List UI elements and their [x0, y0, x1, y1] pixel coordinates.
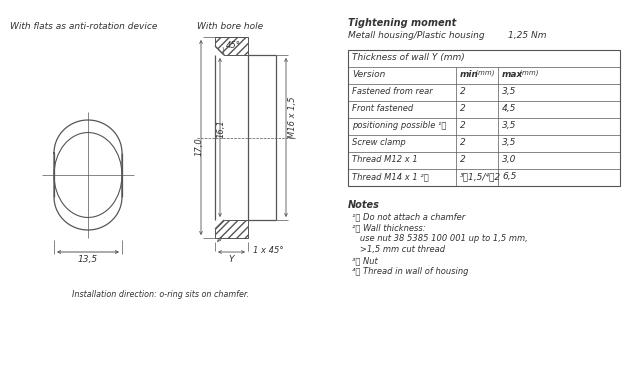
- Text: Thread M14 x 1 ²⧩: Thread M14 x 1 ²⧩: [352, 172, 429, 181]
- Text: 2: 2: [460, 87, 466, 96]
- Text: 2: 2: [460, 155, 466, 164]
- Text: 17,0: 17,0: [194, 138, 204, 156]
- Text: ²⧩ Wall thickness:: ²⧩ Wall thickness:: [352, 223, 426, 232]
- Text: ⁴⧩ Thread in wall of housing: ⁴⧩ Thread in wall of housing: [352, 267, 469, 276]
- Text: With flats as anti-rotation device: With flats as anti-rotation device: [10, 22, 158, 31]
- Text: ³⧩1,5/⁴⧩2: ³⧩1,5/⁴⧩2: [460, 172, 501, 181]
- Text: min: min: [460, 70, 479, 79]
- Text: M16 x 1,5: M16 x 1,5: [288, 96, 296, 138]
- Text: With bore hole: With bore hole: [197, 22, 263, 31]
- Text: 2: 2: [460, 104, 466, 113]
- Text: Installation direction: o-ring sits on chamfer.: Installation direction: o-ring sits on c…: [71, 290, 249, 299]
- Text: 16,1: 16,1: [216, 119, 226, 138]
- Text: 3,5: 3,5: [502, 87, 516, 96]
- Text: max: max: [502, 70, 523, 79]
- Text: 4,5: 4,5: [502, 104, 516, 113]
- Text: 1 x 45°: 1 x 45°: [253, 246, 284, 255]
- Bar: [348, 50, 620, 186]
- Text: Notes: Notes: [348, 200, 380, 210]
- Text: ³⧩ Nut: ³⧩ Nut: [352, 256, 377, 265]
- Text: Version: Version: [352, 70, 386, 79]
- Text: Thread M12 x 1: Thread M12 x 1: [352, 155, 418, 164]
- Text: Y: Y: [229, 255, 234, 264]
- Text: 2: 2: [460, 121, 466, 130]
- Text: >1,5 mm cut thread: >1,5 mm cut thread: [352, 245, 445, 254]
- Text: (mm): (mm): [517, 70, 539, 76]
- Text: 2: 2: [460, 138, 466, 147]
- Text: use nut 38 5385 100 001 up to 1,5 mm,: use nut 38 5385 100 001 up to 1,5 mm,: [352, 234, 528, 243]
- Text: 1,25 Nm: 1,25 Nm: [508, 31, 546, 40]
- Text: Thickness of wall Y (mm): Thickness of wall Y (mm): [352, 53, 465, 62]
- Text: 3,5: 3,5: [502, 121, 516, 130]
- Polygon shape: [215, 37, 248, 55]
- Text: 13,5: 13,5: [78, 255, 98, 264]
- Text: Tightening moment: Tightening moment: [348, 18, 456, 28]
- Text: Front fastened: Front fastened: [352, 104, 413, 113]
- Text: Screw clamp: Screw clamp: [352, 138, 406, 147]
- Text: ¹⧩ Do not attach a chamfer: ¹⧩ Do not attach a chamfer: [352, 212, 465, 221]
- Polygon shape: [215, 220, 248, 238]
- Text: Fastened from rear: Fastened from rear: [352, 87, 432, 96]
- Text: Metall housing/Plastic housing: Metall housing/Plastic housing: [348, 31, 484, 40]
- Text: positioning possible ¹⧩: positioning possible ¹⧩: [352, 121, 446, 130]
- Text: 6,5: 6,5: [502, 172, 516, 181]
- Text: 45°: 45°: [226, 41, 241, 50]
- Text: 3,5: 3,5: [502, 138, 516, 147]
- Text: 3,0: 3,0: [502, 155, 516, 164]
- Text: (mm): (mm): [473, 70, 494, 76]
